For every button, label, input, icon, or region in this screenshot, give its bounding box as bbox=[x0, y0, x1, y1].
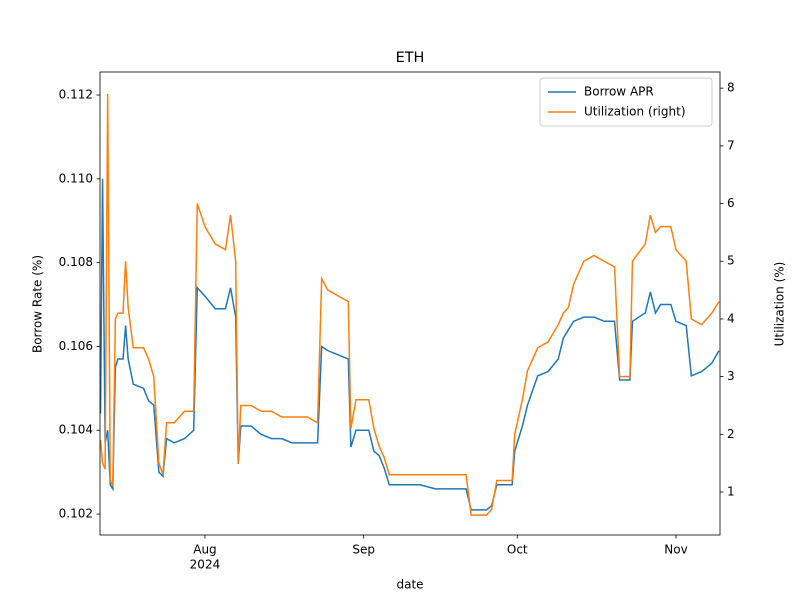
y2-tick-label: 5 bbox=[727, 254, 735, 268]
data-line bbox=[99, 178, 720, 511]
y2-axis-label: Utilization (%) bbox=[773, 262, 787, 347]
x-tick-label: Nov bbox=[664, 543, 687, 557]
y-tick-label: 0.104 bbox=[59, 423, 93, 437]
x-tick-year: 2024 bbox=[190, 558, 221, 572]
y-tick-label: 0.102 bbox=[59, 507, 93, 521]
x-tick-label: Oct bbox=[507, 543, 528, 557]
y-tick-label: 0.110 bbox=[59, 171, 93, 185]
legend-label: Borrow APR bbox=[584, 85, 654, 99]
legend-box bbox=[539, 77, 713, 127]
y-tick-label: 0.112 bbox=[59, 88, 93, 102]
y-tick-label: 0.108 bbox=[59, 255, 93, 269]
y2-tick-label: 2 bbox=[727, 427, 735, 441]
plot-frame bbox=[99, 71, 721, 536]
x-tick-label: Aug bbox=[193, 543, 216, 557]
chart-title: ETH bbox=[396, 50, 425, 66]
x-tick-label: Sep bbox=[352, 543, 375, 557]
y2-tick-label: 4 bbox=[727, 311, 735, 325]
x-axis-label: date bbox=[396, 578, 423, 592]
y-axis-label: Borrow Rate (%) bbox=[31, 255, 45, 353]
legend-label: Utilization (right) bbox=[584, 105, 686, 119]
y2-tick-label: 7 bbox=[727, 138, 735, 152]
data-line bbox=[99, 93, 720, 516]
y2-tick-label: 3 bbox=[727, 369, 735, 383]
y-tick-label: 0.106 bbox=[59, 339, 93, 353]
y2-tick-label: 1 bbox=[727, 485, 735, 499]
y2-tick-label: 6 bbox=[727, 196, 735, 210]
y2-tick-label: 8 bbox=[727, 81, 735, 95]
